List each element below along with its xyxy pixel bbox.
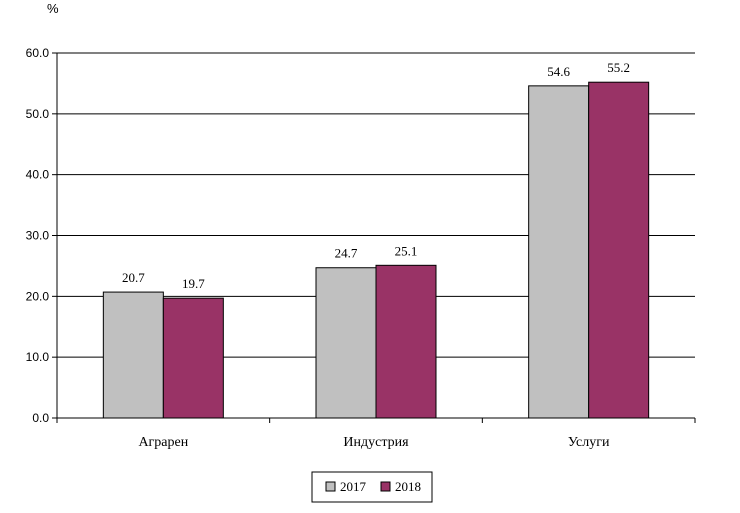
legend-swatch-2018 xyxy=(380,481,391,492)
axes xyxy=(56,53,696,423)
bar-2018-1 xyxy=(375,264,437,419)
y-axis-ticks: 0.0 10.0 20.0 30.0 40.0 50.0 60.0 xyxy=(26,46,57,425)
data-label: 24.7 xyxy=(335,246,358,261)
bar-2018-0 xyxy=(162,297,224,419)
category-label: Индустрия xyxy=(343,435,409,450)
data-labels: 20.7 19.7 24.7 25.1 54.6 55.2 xyxy=(122,60,630,291)
y-unit-label: % xyxy=(47,1,59,16)
x-axis-categories: Аграрен Индустрия Услуги xyxy=(138,435,610,450)
legend-label: 2018 xyxy=(395,479,421,494)
legend-label: 2017 xyxy=(340,479,367,494)
y-tick-label: 60.0 xyxy=(26,46,50,60)
data-label: 19.7 xyxy=(182,276,205,291)
y-tick-label: 50.0 xyxy=(26,107,50,121)
y-tick-label: 40.0 xyxy=(26,168,50,182)
data-label: 20.7 xyxy=(122,270,145,285)
bar-2017-2 xyxy=(528,85,590,419)
y-tick-label: 10.0 xyxy=(26,350,50,364)
data-label: 54.6 xyxy=(547,64,570,79)
y-tick-label: 0.0 xyxy=(32,411,49,425)
legend: 2017 2018 xyxy=(311,471,433,503)
bars xyxy=(102,81,650,419)
legend-swatch-2017 xyxy=(325,481,336,492)
bar-2017-1 xyxy=(315,267,377,419)
category-label: Аграрен xyxy=(138,435,188,450)
data-label: 55.2 xyxy=(607,60,630,75)
bar-2017-0 xyxy=(102,291,164,419)
data-label: 25.1 xyxy=(395,243,418,258)
y-tick-label: 20.0 xyxy=(26,289,50,303)
category-label: Услуги xyxy=(568,435,610,450)
y-tick-label: 30.0 xyxy=(26,229,50,243)
bar-2018-2 xyxy=(588,81,650,419)
